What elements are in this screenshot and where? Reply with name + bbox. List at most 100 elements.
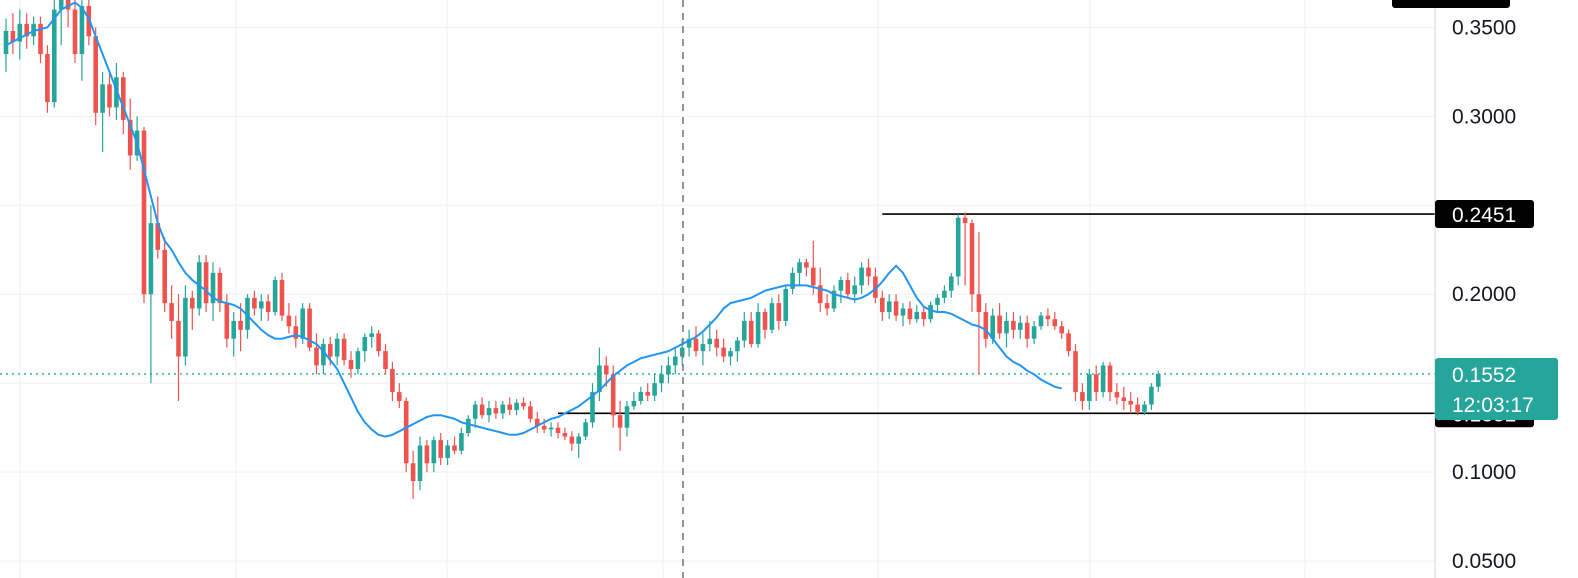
candle xyxy=(942,285,947,304)
candle-body xyxy=(762,312,768,330)
candle xyxy=(1031,320,1037,345)
candle-body xyxy=(576,436,581,444)
candle xyxy=(1066,329,1071,357)
candle-body xyxy=(1087,374,1092,401)
candle xyxy=(797,258,802,286)
candle xyxy=(403,397,409,473)
candle xyxy=(107,71,112,117)
candle-body xyxy=(769,303,775,330)
candle-body xyxy=(183,297,188,357)
candle xyxy=(1121,386,1127,410)
candle-body xyxy=(776,303,782,321)
candle-body xyxy=(314,347,319,366)
candle xyxy=(624,400,630,437)
candle xyxy=(431,436,437,473)
candle-body xyxy=(755,312,761,345)
candle xyxy=(886,294,892,320)
candle-body xyxy=(259,301,264,309)
candle-body xyxy=(811,267,816,286)
candles xyxy=(3,0,1161,499)
candle-body xyxy=(617,415,623,428)
moving-average-line xyxy=(5,1,1062,438)
candle-body xyxy=(969,223,975,295)
candle-body xyxy=(231,320,236,339)
candle-body xyxy=(1142,404,1147,412)
candle xyxy=(493,400,499,419)
current-price-label: 0.1552 xyxy=(1452,364,1516,387)
candle-body xyxy=(224,303,230,339)
candle-body xyxy=(583,422,588,437)
candle-body xyxy=(1080,392,1085,401)
candle-body xyxy=(493,408,499,414)
candle xyxy=(831,285,837,313)
candle-body xyxy=(3,30,9,55)
candle-body xyxy=(949,276,954,291)
candle-body xyxy=(121,77,126,120)
countdown-label: 12:03:17 xyxy=(1452,394,1534,417)
candle xyxy=(1018,315,1023,339)
candle xyxy=(693,326,699,357)
candle-body xyxy=(355,351,361,369)
candle xyxy=(459,427,464,455)
horizontal-levels xyxy=(0,213,1435,415)
candle xyxy=(576,433,581,458)
candle-body xyxy=(624,406,630,428)
candle xyxy=(638,386,644,405)
candle-body xyxy=(203,262,209,304)
candle xyxy=(100,71,105,152)
candle xyxy=(272,276,278,316)
candle-body xyxy=(942,290,947,298)
candle xyxy=(286,303,292,334)
candle xyxy=(845,272,851,298)
candle xyxy=(334,333,340,366)
candle xyxy=(976,231,982,375)
candle xyxy=(362,333,368,362)
candle-body xyxy=(1114,392,1120,398)
candle xyxy=(445,440,450,466)
candle-body xyxy=(1052,319,1058,327)
candle xyxy=(24,13,29,49)
candle-body xyxy=(1093,374,1099,393)
candle-body xyxy=(1059,326,1064,334)
candle-body xyxy=(459,433,464,451)
candle xyxy=(203,255,209,313)
candle-body xyxy=(604,365,609,375)
candle xyxy=(390,361,395,401)
candle-body xyxy=(1128,400,1133,405)
candle-body xyxy=(900,308,906,316)
candle-body xyxy=(155,223,161,250)
candle-body xyxy=(24,23,29,37)
top-price-tag xyxy=(1392,0,1510,8)
candle-body xyxy=(748,320,754,345)
candle-body xyxy=(383,351,388,369)
y-tick-label: 0.3500 xyxy=(1452,16,1516,39)
candle-body xyxy=(58,0,64,10)
candle-body xyxy=(783,288,788,321)
candle-body xyxy=(1024,322,1030,339)
candle xyxy=(673,347,678,375)
grid xyxy=(0,0,1435,578)
candle xyxy=(183,285,188,366)
candle-body xyxy=(334,338,340,357)
candle xyxy=(997,303,1002,339)
candle-body xyxy=(824,303,830,309)
candle xyxy=(928,301,933,323)
candle xyxy=(562,427,568,441)
candle-body xyxy=(528,406,533,419)
candle xyxy=(1011,312,1016,339)
candle xyxy=(410,450,416,499)
candle-body xyxy=(535,418,540,426)
candle xyxy=(486,400,492,423)
candle-body xyxy=(886,301,892,313)
candle-body xyxy=(555,427,561,434)
candle-body xyxy=(397,392,402,401)
candle-body xyxy=(1121,397,1127,401)
candle xyxy=(424,440,430,473)
candle xyxy=(645,383,650,401)
candle xyxy=(962,212,968,286)
candle-body xyxy=(321,344,326,366)
candle xyxy=(348,351,354,378)
candle xyxy=(52,0,57,108)
candle-body xyxy=(410,463,416,482)
